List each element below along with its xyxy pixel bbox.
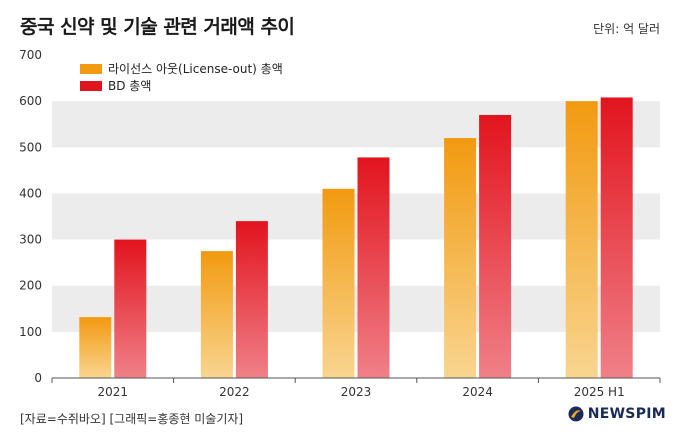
y-tick-label: 500 xyxy=(19,140,42,154)
newspim-logo-text: NEWSPIM xyxy=(587,406,666,422)
y-tick-label: 600 xyxy=(19,94,42,108)
y-tick-label: 200 xyxy=(19,279,42,293)
newspim-logo: NEWSPIM xyxy=(568,406,666,422)
unit-label: 단위: 억 달러 xyxy=(593,22,660,36)
legend-swatch xyxy=(80,64,102,74)
y-tick-label: 700 xyxy=(19,48,42,62)
source-credit: [자료=수쥐바오] [그래픽=홍종현 미술기자] xyxy=(20,412,244,426)
bar-series2 xyxy=(479,114,512,378)
y-tick-label: 300 xyxy=(19,233,42,247)
bar-series1 xyxy=(322,188,355,378)
bar-series1 xyxy=(79,317,112,378)
chart-title: 중국 신약 및 기술 관련 거래액 추이 xyxy=(20,16,295,38)
y-axis: 0 100 200 300 400 500 600 700 xyxy=(19,48,42,385)
grid-band xyxy=(52,101,660,148)
bar-series2 xyxy=(114,239,147,378)
bar-series1 xyxy=(565,101,598,379)
x-tick-label: 2024 xyxy=(462,385,493,399)
x-tick-label: 2025 H1 xyxy=(574,385,625,399)
x-tick-label: 2021 xyxy=(98,385,129,399)
grid-band xyxy=(52,285,660,332)
bar-series1 xyxy=(444,138,477,378)
legend-label: 라이선스 아웃(License-out) 총액 xyxy=(108,62,283,76)
x-tick-label: 2022 xyxy=(219,385,250,399)
bars xyxy=(79,97,633,379)
grid-band xyxy=(52,193,660,240)
x-tick-label: 2023 xyxy=(341,385,372,399)
legend-label: BD 총액 xyxy=(108,79,151,93)
y-tick-label: 0 xyxy=(34,371,42,385)
bar-series2 xyxy=(235,221,268,378)
newspim-emblem-icon xyxy=(568,406,584,422)
legend-swatch xyxy=(80,81,102,91)
bar-series2 xyxy=(357,157,390,378)
y-tick-label: 400 xyxy=(19,186,42,200)
grid-bands xyxy=(52,101,660,332)
legend: 라이선스 아웃(License-out) 총액 BD 총액 xyxy=(80,62,283,93)
x-axis: 2021 2022 2023 2024 2025 H1 xyxy=(51,377,661,399)
bar-series1 xyxy=(200,251,233,378)
bar-series2 xyxy=(600,97,633,379)
y-tick-label: 100 xyxy=(19,325,42,339)
